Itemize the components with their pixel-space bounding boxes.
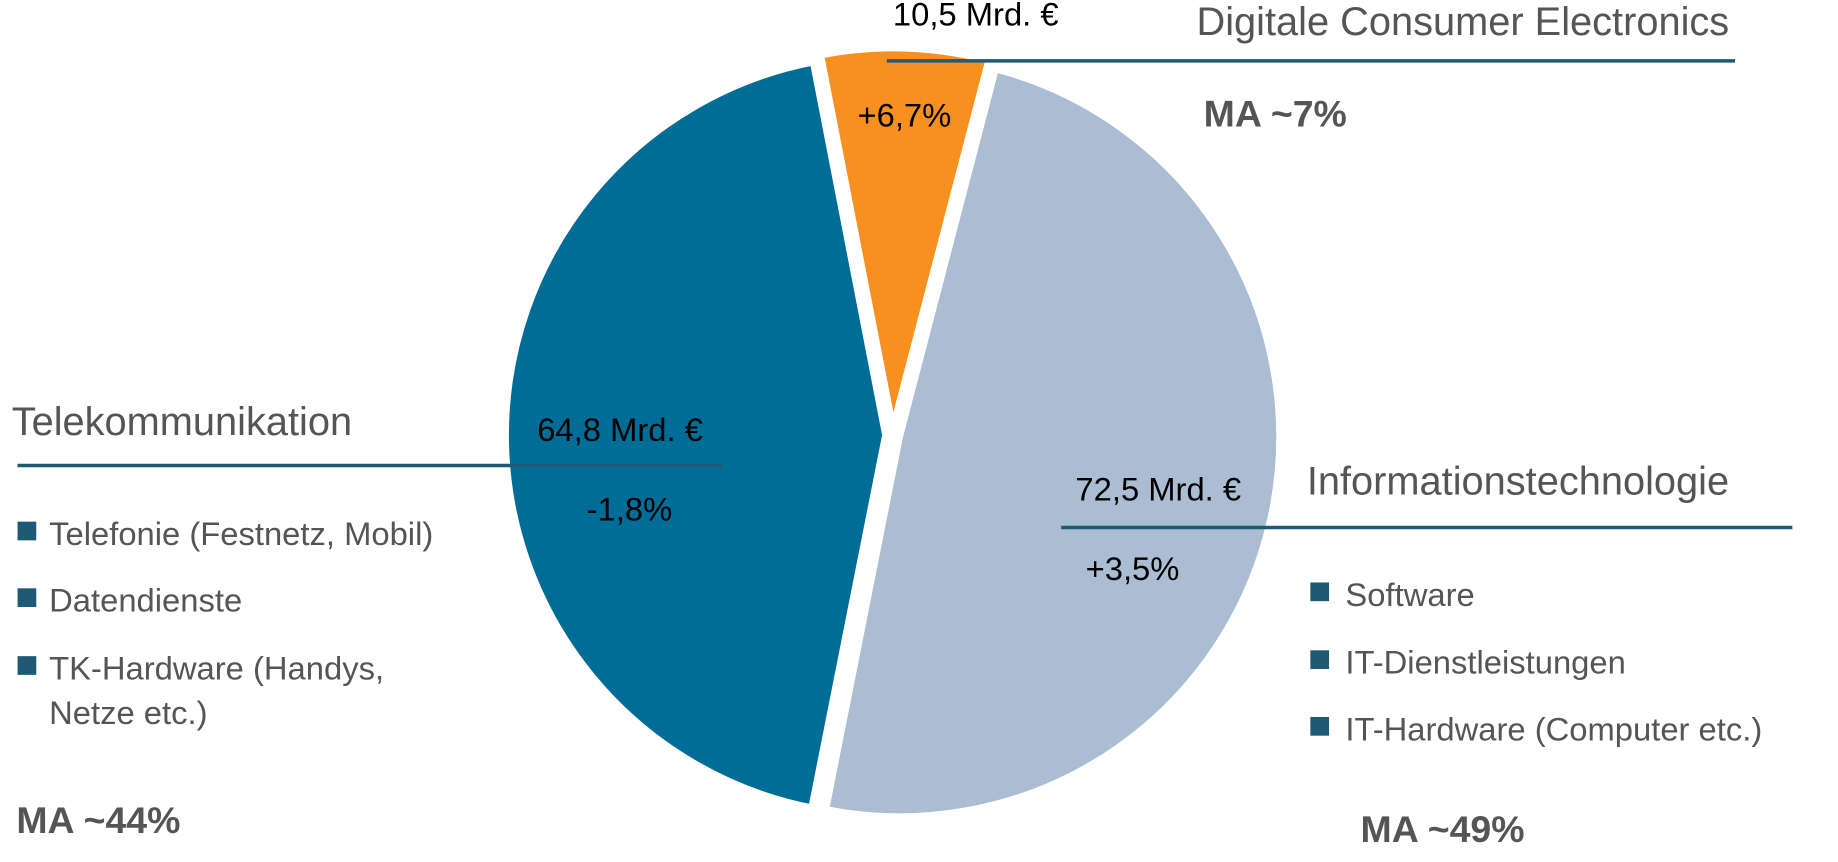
- market-share-label: MA ~44%: [16, 799, 180, 841]
- sub-item: IT-Hardware (Computer etc.): [1345, 710, 1762, 747]
- value-label: 64,8 Mrd. €: [537, 411, 703, 448]
- sub-item: Netze etc.): [49, 694, 207, 731]
- value-label: 10,5 Mrd. €: [893, 0, 1059, 33]
- growth-label: +3,5%: [1086, 550, 1180, 587]
- bullet: [17, 656, 37, 675]
- sub-item: Datendienste: [49, 582, 242, 619]
- value-label: 72,5 Mrd. €: [1075, 471, 1241, 508]
- market-share-label: MA ~49%: [1361, 808, 1525, 850]
- pie-slice: [501, 57, 890, 813]
- sub-item: TK-Hardware (Handys,: [49, 650, 384, 687]
- pie-slice: [821, 64, 1284, 821]
- sub-item: Software: [1345, 576, 1474, 613]
- category-label: Informationstechnologie: [1307, 460, 1729, 504]
- bullet: [17, 588, 37, 608]
- category-label: Telekommunikation: [12, 400, 352, 444]
- sub-item: Telefonie (Festnetz, Mobil): [49, 515, 433, 552]
- bullet: [17, 521, 37, 541]
- bullet: [1310, 650, 1330, 670]
- category-label: Digitale Consumer Electronics: [1196, 0, 1729, 44]
- bullet: [1310, 716, 1330, 736]
- growth-label: +6,7%: [857, 96, 951, 133]
- pie-slice: [816, 44, 994, 429]
- sub-item: IT-Dienstleistungen: [1345, 644, 1625, 681]
- market-share-label: MA ~7%: [1204, 92, 1347, 134]
- bullet: [1310, 582, 1330, 602]
- growth-label: -1,8%: [587, 490, 673, 527]
